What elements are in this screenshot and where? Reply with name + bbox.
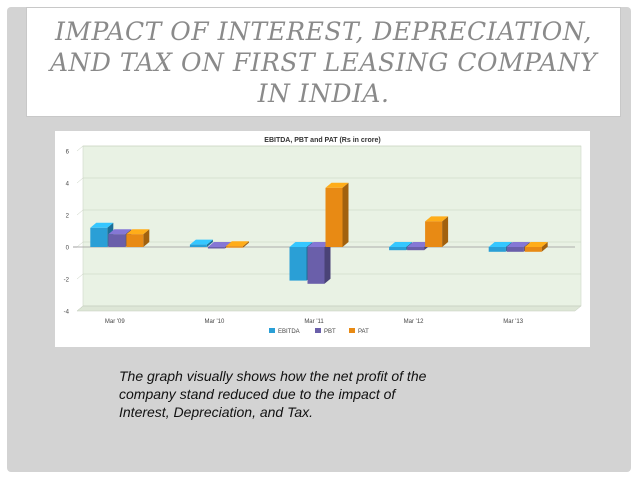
gridline-side [76, 305, 84, 312]
gridline-side [76, 145, 84, 152]
gridline-side [76, 241, 84, 248]
bar-front [425, 221, 443, 247]
bar-side [242, 241, 249, 248]
bar-front [407, 247, 425, 251]
legend-swatch [269, 328, 275, 333]
legend-label: PAT [358, 329, 369, 335]
bar-front [506, 247, 524, 252]
bar-top [425, 216, 449, 222]
bar-front [126, 234, 144, 247]
x-tick-label: Mar '11 [304, 319, 324, 325]
y-tick-label: -4 [64, 310, 70, 316]
y-tick-label: 4 [66, 182, 70, 188]
bar-top [108, 229, 132, 235]
bar-chart: EBITDA, PBT and PAT (Rs in crore) 6 4 2 0 -2 -… [64, 137, 582, 335]
gridline-side [76, 273, 84, 280]
bar-top [389, 242, 413, 247]
slide-title: IMPACT OF INTEREST, DEPRECIATION, AND TA… [49, 16, 598, 108]
y-tick-label: -2 [64, 278, 70, 284]
bar-front [389, 247, 407, 251]
bar-pat-4 [524, 242, 548, 252]
legend-item-ebitda: EBITDA [269, 328, 300, 335]
chart-container: EBITDA, PBT and PAT (Rs in crore) 6 4 2 0 -2 -… [55, 131, 590, 347]
bar-front [325, 187, 343, 247]
bar-front [289, 247, 307, 281]
legend-swatch [349, 328, 355, 333]
bar-top [126, 229, 150, 235]
bar-front [90, 227, 108, 247]
chart-caption: The graph visually shows how the net pro… [119, 368, 427, 420]
bar-side [324, 242, 331, 284]
legend-label: EBITDA [278, 329, 300, 335]
bar-side [541, 242, 548, 252]
bar-top [506, 242, 530, 247]
bar-top [189, 239, 213, 245]
bar-side [206, 239, 213, 247]
plot-floor [76, 305, 582, 312]
bar-top [488, 242, 512, 247]
bar-front [307, 247, 325, 284]
bar-top [407, 242, 431, 247]
bar-pat-0 [126, 229, 150, 247]
bar-front [207, 247, 225, 249]
gridline-side [76, 177, 84, 184]
bar-pat-3 [425, 216, 449, 247]
bar-top [225, 241, 249, 247]
bar-front [524, 247, 542, 252]
bar-pat-2 [325, 182, 349, 247]
y-tick-label: 0 [66, 246, 70, 252]
bar-front [108, 234, 126, 247]
bar-side [342, 182, 349, 247]
bar-top [307, 242, 331, 247]
slide: IMPACT OF INTEREST, DEPRECIATION, AND TA… [7, 7, 631, 472]
legend-swatch [315, 328, 321, 333]
y-tick-label: 2 [66, 214, 70, 220]
legend-item-pat: PAT [349, 328, 369, 335]
x-tick-label: Mar '12 [404, 319, 424, 325]
bar-top [325, 182, 349, 188]
bar-top [207, 242, 231, 247]
bar-top [524, 242, 548, 247]
x-tick-label: Mar '10 [204, 319, 224, 325]
bar-ebitda-1 [189, 239, 213, 247]
y-tick-label: 6 [66, 150, 70, 156]
gridline-side [76, 209, 84, 216]
bar-front [189, 244, 207, 247]
bar-top [90, 222, 114, 228]
chart-title: EBITDA, PBT and PAT (Rs in crore) [264, 137, 380, 144]
bar-side [442, 216, 449, 247]
bar-pat-1 [225, 241, 249, 248]
title-box: IMPACT OF INTEREST, DEPRECIATION, AND TA… [26, 7, 621, 117]
bar-top [289, 242, 313, 247]
legend-item-pbt: PBT [315, 328, 336, 335]
legend-label: PBT [324, 329, 336, 335]
x-tick-label: Mar '13 [503, 319, 523, 325]
bar-side [143, 229, 150, 247]
bar-front [488, 247, 506, 252]
bar-pbt-2 [307, 242, 331, 284]
bar-front [225, 246, 243, 248]
x-tick-label: Mar '09 [105, 319, 125, 325]
